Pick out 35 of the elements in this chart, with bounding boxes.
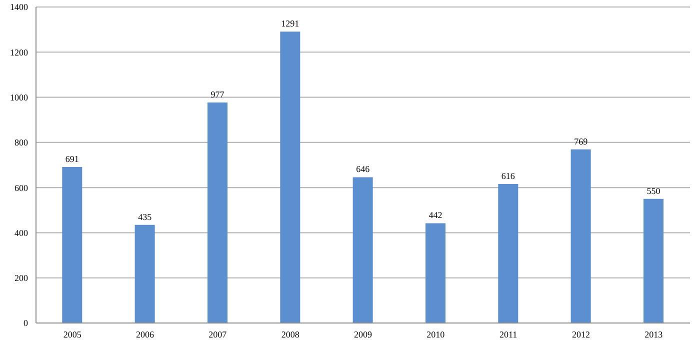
bar bbox=[498, 184, 518, 323]
data-label: 550 bbox=[646, 186, 661, 196]
bar bbox=[280, 32, 300, 323]
y-tick-label: 1000 bbox=[10, 92, 28, 102]
x-tick-label: 2006 bbox=[136, 329, 154, 340]
bar bbox=[62, 167, 82, 323]
x-tick-label: 2010 bbox=[426, 329, 446, 340]
bar bbox=[425, 223, 446, 323]
data-label: 1291 bbox=[281, 18, 300, 29]
y-tick-label: 1400 bbox=[10, 2, 28, 12]
x-tick-label: 2013 bbox=[644, 329, 664, 340]
y-tick-label: 600 bbox=[14, 182, 28, 193]
data-label: 691 bbox=[65, 154, 79, 164]
data-label: 435 bbox=[138, 212, 152, 222]
x-tick-label: 2008 bbox=[281, 329, 300, 340]
data-label: 442 bbox=[428, 210, 442, 220]
x-tick-label: 2005 bbox=[63, 329, 82, 340]
x-tick-label: 2012 bbox=[572, 329, 590, 340]
x-tick-label: 2011 bbox=[499, 329, 518, 340]
bar bbox=[570, 149, 591, 323]
data-label: 616 bbox=[501, 170, 516, 181]
x-tick-label: 2009 bbox=[354, 329, 372, 340]
bar bbox=[207, 102, 228, 323]
y-tick-label: 800 bbox=[14, 138, 28, 148]
y-tick-label: 0 bbox=[24, 318, 28, 328]
bar bbox=[643, 198, 664, 323]
y-tick-label: 1200 bbox=[10, 47, 28, 58]
x-tick-label: 2007 bbox=[208, 329, 228, 340]
y-tick-label: 400 bbox=[14, 228, 28, 238]
y-tick-label: 200 bbox=[14, 273, 28, 284]
data-label: 769 bbox=[574, 136, 588, 146]
data-label: 646 bbox=[356, 164, 370, 174]
bar bbox=[134, 224, 155, 323]
bar bbox=[352, 177, 373, 323]
data-label: 977 bbox=[210, 89, 225, 100]
